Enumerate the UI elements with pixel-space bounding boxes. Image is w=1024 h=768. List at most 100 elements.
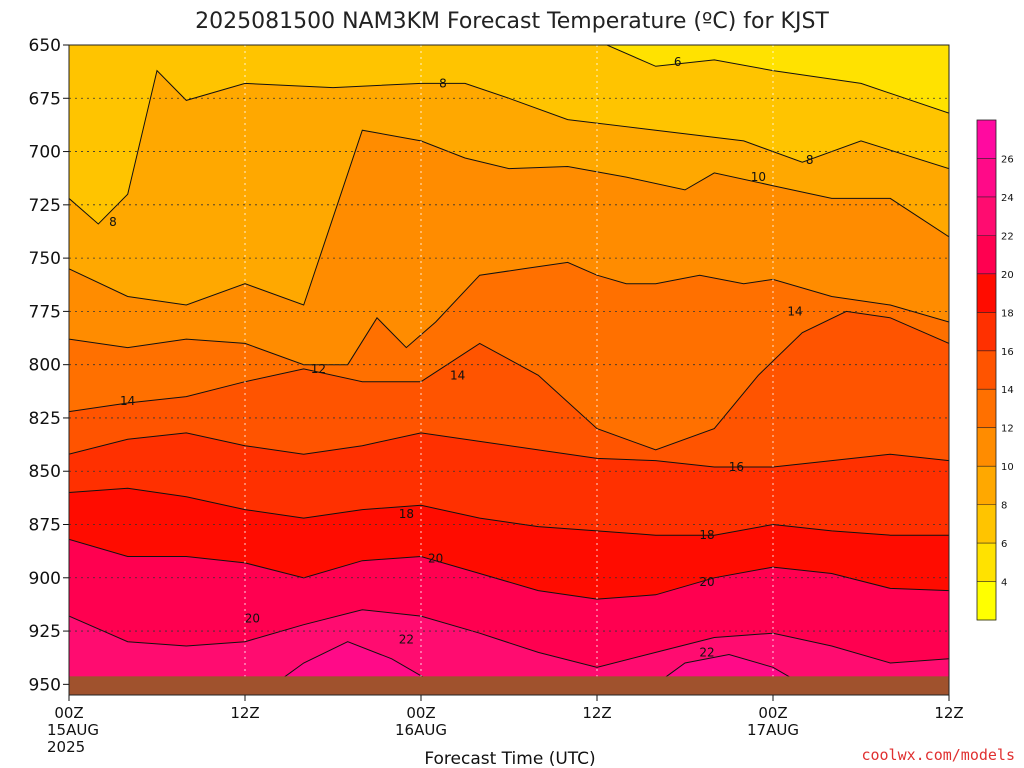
x-tick-label: 12Z <box>230 704 259 722</box>
contour-label: 6 <box>674 55 682 69</box>
contour-label: 18 <box>399 507 414 521</box>
x-tick-label: 00Z <box>406 704 435 722</box>
y-tick-label: 800 <box>29 356 61 376</box>
y-tick-label: 675 <box>29 89 61 109</box>
chart-title: 2025081500 NAM3KM Forecast Temperature (… <box>195 9 829 34</box>
x-tick-label: 00Z <box>758 704 787 722</box>
x-tick-label: 16AUG <box>395 721 447 739</box>
plot-frame <box>68 44 950 696</box>
isotherm-6 <box>605 45 949 114</box>
colorbar-label: 4 <box>1001 578 1007 589</box>
isotherm-18 <box>69 487 949 536</box>
colorbar-segment <box>977 312 996 352</box>
contour-label: 8 <box>806 153 814 167</box>
isotherm-24 <box>655 653 803 685</box>
grid-lines <box>69 45 949 695</box>
y-tick-label: 900 <box>29 569 61 589</box>
isotherm-8 <box>69 69 949 225</box>
contour-label: 18 <box>699 528 714 542</box>
y-tick-label: 875 <box>29 516 61 536</box>
colorbar-segment <box>977 235 996 275</box>
temp-band <box>69 311 949 467</box>
colorbar-label: 20 <box>1001 270 1014 281</box>
colorbar-segment <box>977 273 996 313</box>
temp-band <box>69 70 949 305</box>
colorbar-label: 22 <box>1001 231 1014 242</box>
x-tick-label: 17AUG <box>747 721 799 739</box>
colorbar-segment <box>977 389 996 429</box>
colorbar-label: 16 <box>1001 347 1014 358</box>
x-tick-label: 12Z <box>934 704 963 722</box>
ground-fill <box>69 676 949 695</box>
colorbar-label: 14 <box>1001 385 1014 396</box>
colorbar-segment <box>977 196 996 236</box>
temp-band <box>69 45 949 114</box>
colorbar-segment <box>977 504 996 544</box>
isotherm-10 <box>69 129 949 306</box>
x-tick-label: 15AUG <box>47 721 99 739</box>
contour-label: 12 <box>311 362 326 376</box>
temp-band <box>69 45 949 224</box>
contour-label: 14 <box>787 304 802 318</box>
y-tick-label: 825 <box>29 409 61 429</box>
colorbar: 4 6 8 10 12 14 16 18 20 22 24 26 <box>976 119 1014 621</box>
y-tick-label: 725 <box>29 196 61 216</box>
colorbar-segment <box>977 427 996 467</box>
y-tick-label: 775 <box>29 302 61 322</box>
y-tick-label: 700 <box>29 143 61 163</box>
ground-layer <box>69 676 949 695</box>
temp-band <box>69 130 949 365</box>
colorbar-segment <box>977 350 996 390</box>
colorbar-label: 12 <box>1001 424 1014 435</box>
isotherm-22 <box>69 609 949 668</box>
y-tick-label: 850 <box>29 462 61 482</box>
x-tick-label: 12Z <box>582 704 611 722</box>
contour-label: 10 <box>751 170 766 184</box>
contour-label: 22 <box>699 645 714 659</box>
y-tick-label: 750 <box>29 249 61 269</box>
colorbar-label: 8 <box>1001 501 1007 512</box>
temp-band <box>69 262 949 450</box>
colorbar-label: 10 <box>1001 462 1014 473</box>
y-tick-label: 950 <box>29 675 61 695</box>
isotherm-20 <box>69 538 949 600</box>
temp-band <box>69 432 949 536</box>
colorbar-label: 18 <box>1001 308 1014 319</box>
y-axis: 650 675 700 725 750 775 800 825 850 875 900 925 950 <box>29 36 69 695</box>
colorbar-segment <box>977 581 996 621</box>
isotherm-16 <box>69 432 949 468</box>
contour-labels: 6 8 8 8 10 12 14 14 14 16 18 18 20 20 20 22 22 <box>109 55 813 659</box>
colorbar-label: 24 <box>1001 193 1014 204</box>
isotherm-contours <box>69 45 949 685</box>
isotherm-12 <box>69 261 949 366</box>
contour-label: 8 <box>109 215 117 229</box>
y-tick-label: 925 <box>29 622 61 642</box>
colorbar-label: 26 <box>1001 154 1014 165</box>
colorbar-segment <box>977 543 996 583</box>
colorbar-label: 6 <box>1001 539 1007 550</box>
x-tick-label: 2025 <box>47 738 85 756</box>
isotherm-24 <box>274 641 436 685</box>
credit-text[interactable]: coolwx.com/models <box>861 746 1015 764</box>
contour-label: 8 <box>439 76 447 90</box>
y-tick-label: 650 <box>29 36 61 56</box>
x-tick-label: 00Z <box>54 704 83 722</box>
temp-band <box>274 641 436 685</box>
contour-label: 20 <box>245 611 260 625</box>
colorbar-segment <box>977 466 996 506</box>
isotherm-14 <box>69 310 949 451</box>
colorbar-segment <box>977 158 996 198</box>
contour-label: 20 <box>699 575 714 589</box>
contour-label: 22 <box>399 633 414 647</box>
temp-band <box>69 539 949 668</box>
colorbar-frame <box>976 119 997 621</box>
contour-label: 16 <box>729 460 744 474</box>
contour-label: 14 <box>120 394 135 408</box>
contour-label: 20 <box>428 552 443 566</box>
temperature-field <box>69 45 949 695</box>
contour-label: 14 <box>450 368 465 382</box>
colorbar-segment <box>977 120 996 159</box>
x-axis-label: Forecast Time (UTC) <box>424 749 595 768</box>
